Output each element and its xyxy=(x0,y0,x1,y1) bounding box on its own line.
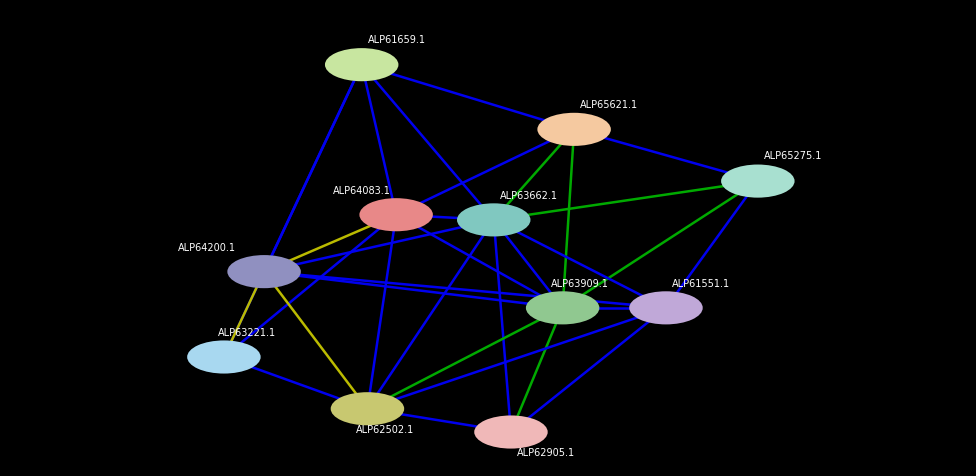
Circle shape xyxy=(526,291,599,325)
Text: ALP64083.1: ALP64083.1 xyxy=(333,186,390,196)
Text: ALP65275.1: ALP65275.1 xyxy=(763,151,822,161)
Text: ALP63221.1: ALP63221.1 xyxy=(219,328,276,338)
Circle shape xyxy=(187,340,261,374)
Circle shape xyxy=(457,203,531,237)
Text: ALP61659.1: ALP61659.1 xyxy=(367,35,426,45)
Circle shape xyxy=(538,113,611,146)
Text: ALP63909.1: ALP63909.1 xyxy=(551,279,609,289)
Text: ALP65621.1: ALP65621.1 xyxy=(580,99,638,109)
Text: ALP62905.1: ALP62905.1 xyxy=(516,448,575,458)
Circle shape xyxy=(630,291,703,325)
Circle shape xyxy=(331,392,404,425)
Text: ALP63662.1: ALP63662.1 xyxy=(500,191,557,201)
Text: ALP64200.1: ALP64200.1 xyxy=(178,243,236,253)
Circle shape xyxy=(359,198,433,231)
Circle shape xyxy=(227,255,301,288)
Circle shape xyxy=(474,416,548,448)
Text: ALP61551.1: ALP61551.1 xyxy=(671,279,730,289)
Text: ALP62502.1: ALP62502.1 xyxy=(356,425,414,435)
Circle shape xyxy=(721,165,794,198)
Circle shape xyxy=(325,48,398,81)
